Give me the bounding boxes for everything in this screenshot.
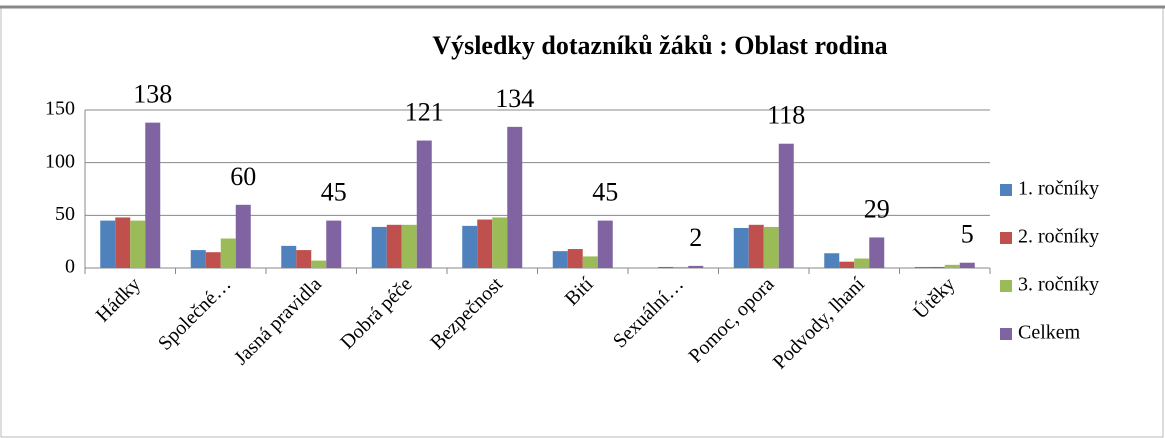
chart-title: Výsledky dotazníků žáků : Oblast rodina: [432, 31, 887, 60]
legend-label: Celkem: [1018, 322, 1081, 344]
data-label: 121: [405, 98, 444, 127]
y-tick-label: 0: [65, 256, 75, 278]
bar: [462, 225, 478, 268]
data-label: 45: [321, 178, 347, 207]
bar: [100, 220, 116, 268]
bar: [311, 260, 327, 268]
bar: [235, 204, 251, 268]
bar: [115, 217, 131, 268]
legend-swatch: [1000, 328, 1012, 340]
bar: [763, 226, 779, 268]
bar: [673, 266, 689, 268]
bar: [748, 224, 764, 268]
data-label: 2: [689, 223, 702, 252]
bar: [145, 122, 161, 268]
bar: [567, 249, 583, 268]
bar: [929, 266, 945, 268]
bar: [914, 266, 930, 268]
bar: [944, 264, 960, 268]
bar: [959, 262, 975, 268]
bar: [281, 245, 297, 268]
bar: [854, 258, 870, 268]
bar: [205, 252, 221, 268]
legend-swatch: [1000, 184, 1012, 196]
bar: [190, 250, 206, 268]
legend-swatch: [1000, 280, 1012, 292]
data-label: 60: [230, 162, 256, 191]
data-label: 138: [133, 80, 172, 109]
bar: [401, 224, 417, 268]
bar: [824, 253, 840, 268]
bar: [869, 237, 885, 268]
data-label: 45: [592, 178, 618, 207]
bar: [416, 140, 432, 268]
data-label: 5: [961, 220, 974, 249]
legend-label: 3. ročníky: [1018, 274, 1099, 296]
bar: [326, 220, 342, 268]
y-tick-label: 150: [45, 98, 75, 120]
bar: [597, 220, 613, 268]
data-label: 134: [495, 84, 534, 113]
bar: [778, 143, 794, 268]
chart-frame: [0, 5, 1164, 438]
bar: [386, 224, 402, 268]
bar: [492, 217, 508, 268]
bar: [552, 251, 568, 268]
bar: [296, 250, 312, 268]
bar: [130, 220, 146, 268]
bar: [582, 256, 598, 268]
legend-label: 2. ročníky: [1018, 226, 1099, 248]
bar: [688, 265, 704, 268]
bar: [220, 238, 236, 268]
y-tick-label: 50: [55, 203, 75, 225]
bar: [477, 219, 493, 268]
y-tick-label: 100: [45, 150, 75, 172]
data-label: 29: [864, 194, 890, 223]
bar: [733, 227, 749, 268]
bar: [507, 126, 523, 268]
legend-swatch: [1000, 232, 1012, 244]
bar: [839, 261, 855, 268]
bar: [371, 226, 387, 268]
legend-label: 1. ročníky: [1018, 178, 1099, 200]
bar: [658, 266, 674, 268]
data-label: 118: [767, 101, 805, 130]
